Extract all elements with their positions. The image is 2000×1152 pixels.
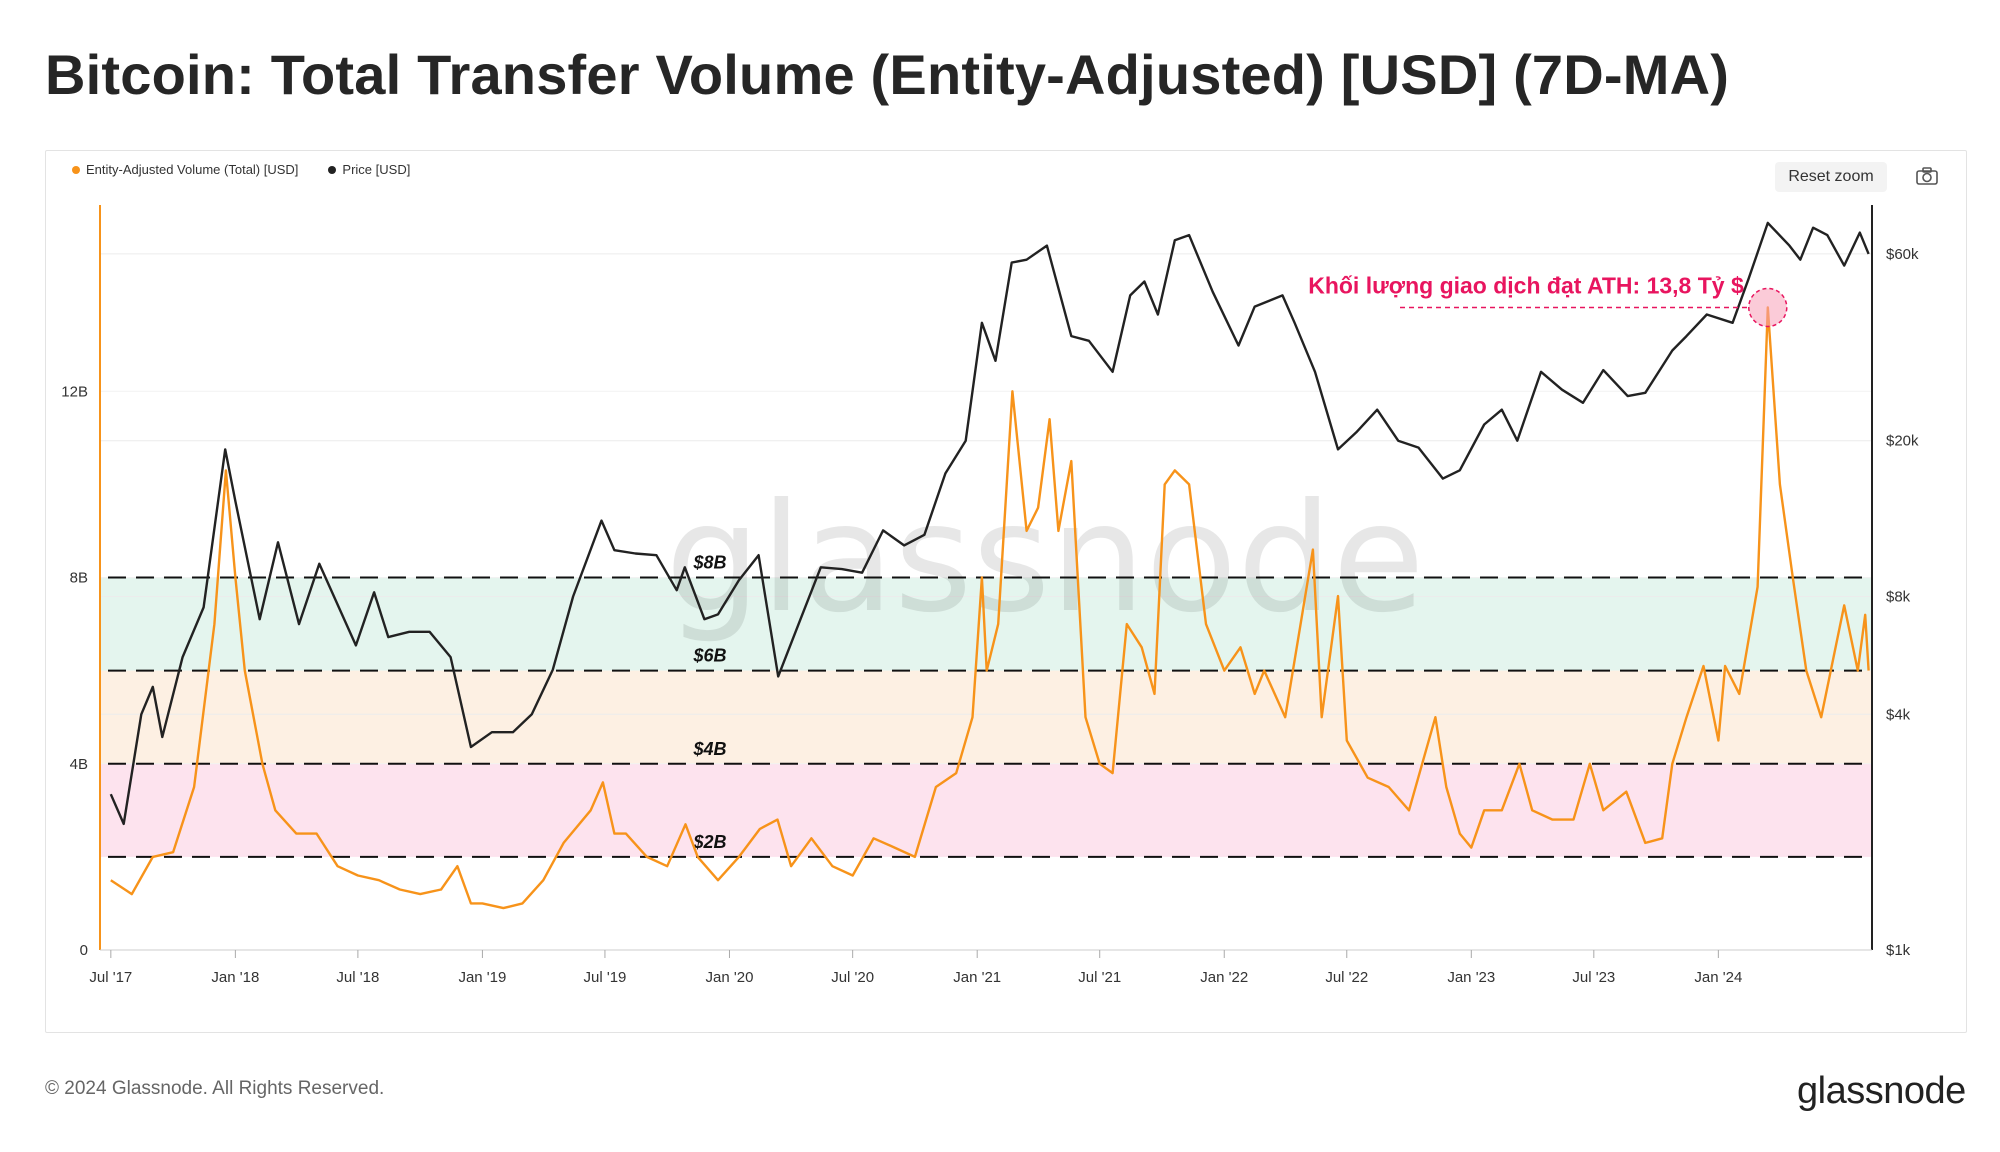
camera-icon[interactable] — [1915, 166, 1939, 186]
series-layer — [109, 221, 1870, 910]
right-tick-label-4: $60k — [1886, 246, 1919, 263]
chart-frame — [45, 150, 1967, 1033]
level-bands — [100, 577, 1872, 857]
left-tick-label-1: 4B — [70, 756, 88, 773]
right-tick-label-3: $20k — [1886, 433, 1919, 450]
volume-series-line — [110, 306, 1870, 910]
chart-title: Bitcoin: Total Transfer Volume (Entity-A… — [45, 43, 1730, 106]
x-tick-label-11: Jan '23 — [1447, 969, 1495, 986]
level-label-2: $4B — [692, 739, 726, 759]
level-label-1: $6B — [692, 646, 726, 666]
annotation: Khối lượng giao dịch đạt ATH: 13,8 Tỷ $ — [1308, 272, 1788, 328]
x-tick-label-13: Jan '24 — [1694, 969, 1742, 986]
level-label-3: $2B — [692, 832, 726, 852]
legend-label-price: Price [USD] — [342, 162, 411, 177]
right-tick-label-0: $1k — [1886, 942, 1911, 959]
right-tick-label-2: $8k — [1886, 588, 1911, 605]
band-2 — [100, 763, 1872, 857]
x-tick-label-9: Jan '22 — [1200, 969, 1248, 986]
level-label-0: $8B — [692, 553, 726, 573]
x-tick-label-3: Jan '19 — [458, 969, 506, 986]
ath-annotation-text: Khối lượng giao dịch đạt ATH: 13,8 Tỷ $ — [1308, 272, 1744, 298]
axes: 0 4B 8B 12B $1k $4k $8k $20k $60k Jul '17 Jan '18 J… — [61, 205, 1919, 986]
left-tick-label-2: 8B — [70, 570, 88, 587]
x-tick-label-6: Jul '20 — [831, 969, 874, 986]
brand-logo: glassnode — [1797, 1070, 1966, 1112]
x-tick-label-0: Jul '17 — [89, 969, 132, 986]
ath-marker — [1748, 287, 1788, 328]
left-tick-label-3: 12B — [61, 383, 88, 400]
x-tick-label-5: Jan '20 — [706, 969, 754, 986]
copyright: © 2024 Glassnode. All Rights Reserved. — [45, 1078, 385, 1099]
level-lines: $8B $6B $4B $2B — [108, 553, 1872, 858]
x-tick-label-1: Jan '18 — [211, 969, 259, 986]
right-tick-label-1: $4k — [1886, 706, 1911, 723]
reset-zoom-button[interactable]: Reset zoom — [1775, 162, 1887, 192]
legend-dot-price — [328, 165, 337, 174]
price-series-line — [109, 221, 1870, 826]
legend-item-volume[interactable]: Entity-Adjusted Volume (Total) [USD] — [72, 162, 298, 177]
x-tick-label-8: Jul '21 — [1078, 969, 1121, 986]
watermark: glassnode — [665, 472, 1424, 646]
band-1 — [100, 670, 1872, 764]
left-tick-label-0: 0 — [80, 942, 88, 959]
legend: Entity-Adjusted Volume (Total) [USD] Pri… — [72, 162, 410, 177]
x-tick-label-7: Jan '21 — [953, 969, 1001, 986]
x-tick-label-4: Jul '19 — [583, 969, 626, 986]
x-tick-label-10: Jul '22 — [1325, 969, 1368, 986]
x-tick-label-2: Jul '18 — [336, 969, 379, 986]
legend-item-price[interactable]: Price [USD] — [328, 162, 410, 177]
legend-dot-volume — [72, 165, 80, 174]
x-tick-label-12: Jul '23 — [1572, 969, 1615, 986]
legend-label-volume: Entity-Adjusted Volume (Total) [USD] — [86, 162, 299, 177]
